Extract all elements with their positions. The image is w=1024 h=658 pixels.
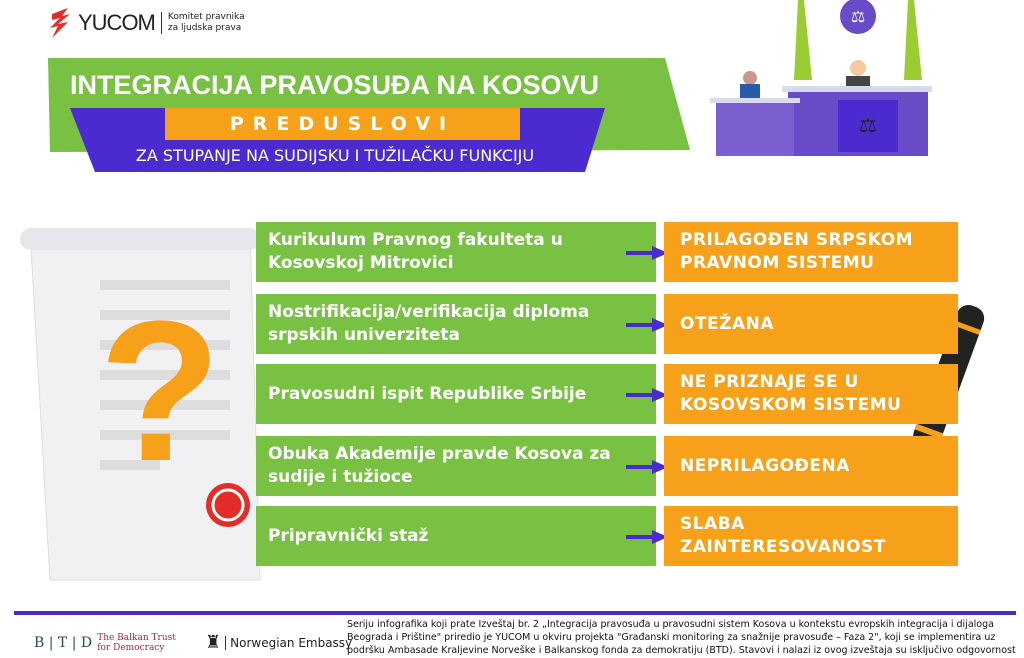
yucom-logo: YUCOM Komitet pravnika za ljudska prava (48, 6, 245, 40)
prerequisite-row: Nostrifikacija/verifikacija diploma srps… (256, 294, 958, 354)
prerequisite-item: Pravosudni ispit Republike Srbije (256, 364, 656, 424)
prerequisite-item: Nostrifikacija/verifikacija diploma srps… (256, 294, 656, 354)
scroll-document-illustration: ? (20, 228, 261, 581)
prerequisite-row: Kurikulum Pravnog fakulteta u Kosovskoj … (256, 222, 958, 282)
banner-tag: PREDUSLOVI (165, 108, 520, 140)
prerequisite-status: NE PRIZNAJE SE U KOSOVSKOM SISTEMU (664, 364, 958, 424)
banner-subtitle: ZA STUPANJE NA SUDIJSKU I TUŽILAČKU FUNK… (135, 146, 535, 165)
courtroom-illustration: ⚖ ⚖ (710, 0, 932, 156)
prerequisite-item: Kurikulum Pravnog fakulteta u Kosovskoj … (256, 222, 656, 282)
logo-subtitle: Komitet pravnika za ljudska prava (160, 12, 245, 34)
norway-logo: ♜ Norwegian Embassy (205, 632, 353, 653)
yucom-logo-icon (50, 8, 70, 38)
logo-name: YUCOM (78, 10, 156, 35)
prerequisite-status: PRILAGOĐEN SRPSKOM PRAVNOM SISTEMU (664, 222, 958, 282)
arrow-right-icon (626, 530, 668, 544)
question-mark-icon: ? (99, 280, 221, 503)
prerequisite-status: OTEŽANA (664, 294, 958, 354)
btd-logo: B | T | D The Balkan Trust for Democracy (34, 632, 176, 653)
norway-crest-icon: ♜ (205, 632, 222, 653)
svg-text:⚖: ⚖ (851, 7, 865, 26)
prerequisite-item: Obuka Akademije pravde Kosova za sudije … (256, 436, 656, 496)
arrow-right-icon (626, 246, 668, 260)
prerequisite-row: Pripravnički staž SLABA ZAINTERESOVANOST (256, 506, 958, 566)
arrow-right-icon (626, 460, 668, 474)
arrow-right-icon (626, 388, 668, 402)
footer-divider (14, 611, 1016, 615)
prerequisite-row: Obuka Akademije pravde Kosova za sudije … (256, 436, 958, 496)
prerequisite-item: Pripravnički staž (256, 506, 656, 566)
footer-text: Seriju infografika koji prate Izveštaj b… (347, 619, 1016, 656)
prerequisite-row: Pravosudni ispit Republike Srbije NE PRI… (256, 364, 958, 424)
page-title: INTEGRACIJA PRAVOSUĐA NA KOSOVU (70, 70, 600, 100)
prerequisite-status: SLABA ZAINTERESOVANOST (664, 506, 958, 566)
svg-text:⚖: ⚖ (859, 113, 877, 137)
arrow-right-icon (626, 318, 668, 332)
prerequisite-status: NEPRILAGOĐENA (664, 436, 958, 496)
